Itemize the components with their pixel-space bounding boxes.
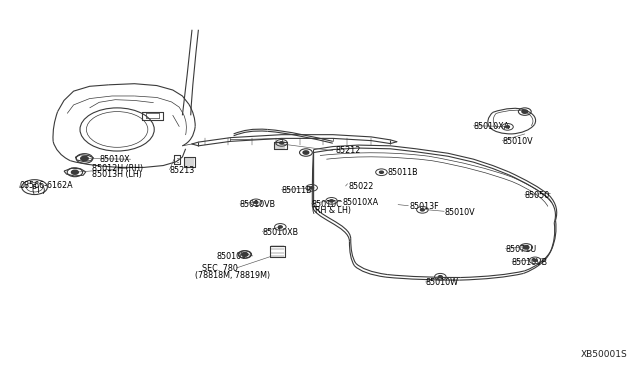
Circle shape — [533, 259, 537, 262]
Text: 85050: 85050 — [525, 191, 550, 200]
Text: 85012H (RH): 85012H (RH) — [92, 164, 143, 173]
Circle shape — [278, 226, 282, 228]
Text: 85011B: 85011B — [282, 186, 312, 195]
Text: 85013H (LH): 85013H (LH) — [92, 170, 141, 179]
Text: S: S — [31, 185, 36, 190]
Text: 85010C: 85010C — [312, 200, 342, 209]
Text: ( I ): ( I ) — [32, 186, 45, 195]
Text: 85010V: 85010V — [445, 208, 476, 217]
Text: 85013F: 85013F — [410, 202, 439, 211]
Circle shape — [81, 156, 88, 161]
Text: 85010V: 85010V — [502, 137, 533, 146]
Text: 85010XB: 85010XB — [262, 228, 298, 237]
Circle shape — [330, 200, 333, 202]
Text: XB50001S: XB50001S — [580, 350, 627, 359]
Text: 85010XA: 85010XA — [342, 198, 378, 207]
Circle shape — [420, 209, 424, 211]
Circle shape — [72, 170, 78, 174]
Text: 85022: 85022 — [349, 182, 374, 190]
Circle shape — [242, 253, 248, 256]
Circle shape — [243, 253, 248, 256]
Circle shape — [310, 187, 314, 189]
Text: 85010V: 85010V — [216, 252, 247, 261]
Text: (RH & LH): (RH & LH) — [312, 206, 351, 215]
Circle shape — [380, 171, 383, 173]
Circle shape — [254, 201, 258, 203]
Circle shape — [438, 276, 442, 278]
Circle shape — [280, 142, 284, 144]
Text: 85010VB: 85010VB — [512, 258, 548, 267]
Text: 85071U: 85071U — [506, 245, 537, 254]
Circle shape — [303, 151, 308, 154]
Text: 85010X: 85010X — [99, 155, 130, 164]
Circle shape — [523, 246, 529, 249]
Text: (78818M, 78819M): (78818M, 78819M) — [195, 271, 270, 280]
Text: SEC. 780: SEC. 780 — [202, 264, 237, 273]
Circle shape — [522, 110, 527, 113]
Text: 85010XA: 85010XA — [474, 122, 509, 131]
Text: 08566-6162A: 08566-6162A — [19, 181, 73, 190]
Circle shape — [506, 126, 509, 128]
Text: 85011B: 85011B — [387, 169, 418, 177]
Text: 85010VB: 85010VB — [240, 200, 276, 209]
Text: 85010W: 85010W — [426, 278, 459, 287]
Text: 85212: 85212 — [336, 146, 362, 155]
Text: 85213: 85213 — [170, 166, 195, 175]
